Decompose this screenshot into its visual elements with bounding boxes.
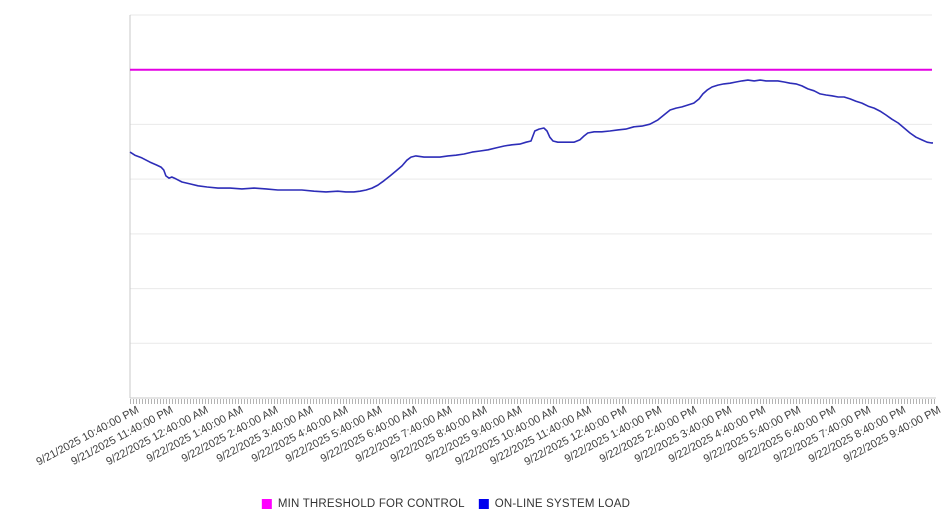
legend-swatch-online-system-load-icon	[478, 499, 489, 509]
legend: MIN THRESHOLD FOR CONTROL ON-LINE SYSTEM…	[261, 498, 631, 510]
legend-label-min-threshold: MIN THRESHOLD FOR CONTROL	[277, 498, 465, 510]
legend-label-online-system-load: ON-LINE SYSTEM LOAD	[494, 498, 631, 510]
online-system-load-line	[129, 79, 933, 193]
legend-item-min-threshold[interactable]: MIN THRESHOLD FOR CONTROL	[261, 498, 465, 510]
x-axis-minor-ticks	[130, 399, 936, 404]
legend-item-online-system-load[interactable]: ON-LINE SYSTEM LOAD	[478, 498, 631, 510]
legend-swatch-min-threshold-icon	[261, 499, 272, 509]
